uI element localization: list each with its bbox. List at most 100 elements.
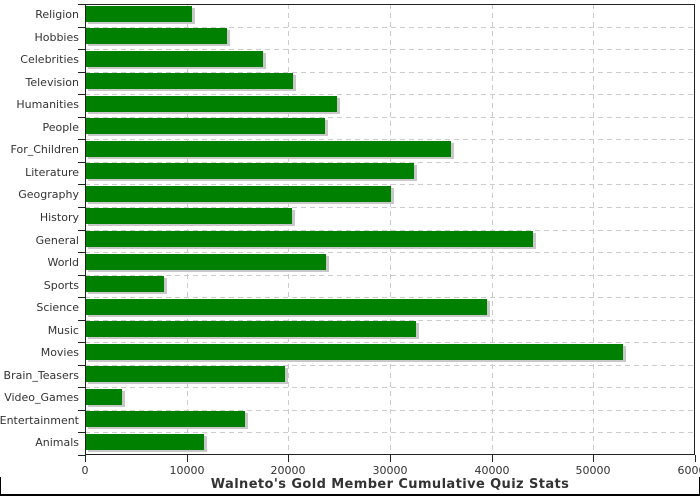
bar: [85, 366, 285, 383]
gridline-horizontal: [85, 230, 695, 231]
y-axis-tick: [78, 342, 85, 343]
bar: [85, 411, 245, 428]
y-axis-label: Television: [25, 76, 80, 89]
gridline-horizontal: [85, 72, 695, 73]
gridline-horizontal: [85, 275, 695, 276]
x-axis-tick: [85, 455, 86, 462]
y-axis-tick: [78, 365, 85, 366]
y-axis-tick: [78, 275, 85, 276]
x-axis-tick: [593, 455, 594, 462]
y-axis-label: Literature: [25, 166, 79, 179]
gridline-vertical: [390, 4, 391, 455]
y-axis-tick: [78, 162, 85, 163]
y-axis-tick: [78, 252, 85, 253]
bottom-border-line: [0, 494, 700, 496]
x-axis-tick: [695, 455, 696, 462]
y-axis-tick: [78, 455, 85, 456]
plot-area: [85, 4, 695, 455]
bar: [85, 118, 325, 135]
x-axis-tick-label: 30000: [372, 464, 408, 477]
gridline-horizontal: [85, 184, 695, 185]
gridline-horizontal: [85, 387, 695, 388]
x-axis-tick-label: 0: [81, 464, 89, 477]
bar: [85, 73, 293, 90]
y-axis-label: Video_Games: [4, 391, 79, 404]
y-axis-tick: [78, 4, 85, 5]
y-axis-label: General: [35, 234, 79, 247]
y-axis-tick: [78, 230, 85, 231]
y-axis-label: World: [47, 256, 79, 269]
x-axis-tick-label: 50000: [575, 464, 611, 477]
y-axis-label: Brain_Teasers: [3, 369, 79, 382]
bar: [85, 388, 122, 405]
y-axis-label: People: [42, 121, 79, 134]
y-axis-tick: [78, 297, 85, 298]
gridline-horizontal: [85, 27, 695, 28]
y-axis-tick: [78, 410, 85, 411]
bar: [85, 343, 623, 360]
gridline-horizontal: [85, 297, 695, 298]
gridline-vertical: [492, 4, 493, 455]
bar: [85, 163, 414, 180]
x-axis-tick-label: 60000: [677, 464, 700, 477]
bar: [85, 208, 292, 225]
y-axis-label: Humanities: [16, 98, 79, 111]
x-axis-tick: [288, 455, 289, 462]
gridline-horizontal: [85, 252, 695, 253]
bar: [85, 28, 227, 45]
y-axis-label: Animals: [35, 436, 79, 449]
y-axis-label: Religion: [35, 8, 79, 21]
y-axis-label: For_Children: [10, 143, 79, 156]
y-axis-tick: [78, 27, 85, 28]
bottom-left-notch: [0, 477, 1, 494]
y-axis-tick: [78, 72, 85, 73]
y-axis-tick: [78, 49, 85, 50]
x-axis-tick-label: 10000: [169, 464, 205, 477]
bar: [85, 95, 337, 112]
gridline-horizontal: [85, 342, 695, 343]
y-axis-label: Sports: [43, 279, 79, 292]
bar: [85, 276, 164, 293]
bar: [85, 185, 391, 202]
gridline-vertical: [593, 4, 594, 455]
bar: [85, 253, 326, 270]
y-axis-tick: [78, 139, 85, 140]
x-axis-tick: [187, 455, 188, 462]
gridline-horizontal: [85, 162, 695, 163]
y-axis-tick: [78, 320, 85, 321]
gridline-horizontal: [85, 139, 695, 140]
bar: [85, 433, 204, 450]
y-axis-label: History: [39, 211, 79, 224]
chart-title: Walneto's Gold Member Cumulative Quiz St…: [210, 477, 570, 492]
gridline-horizontal: [85, 365, 695, 366]
bar: [85, 50, 263, 67]
bar: [85, 321, 416, 338]
y-axis-tick: [78, 432, 85, 433]
gridline-vertical: [187, 4, 188, 455]
y-axis-label: Geography: [18, 188, 79, 201]
y-axis-tick: [78, 207, 85, 208]
y-axis-label: Hobbies: [34, 31, 79, 44]
gridline-horizontal: [85, 94, 695, 95]
gridline-horizontal: [85, 117, 695, 118]
gridline-horizontal: [85, 320, 695, 321]
bar: [85, 298, 487, 315]
y-axis-tick: [78, 184, 85, 185]
gridline-horizontal: [85, 49, 695, 50]
y-axis-label: Movies: [40, 346, 79, 359]
y-axis-label: Celebrities: [20, 53, 79, 66]
gridline-horizontal: [85, 207, 695, 208]
y-axis-tick: [78, 94, 85, 95]
y-axis-label: Science: [36, 301, 79, 314]
y-axis-tick: [78, 387, 85, 388]
y-axis-label: Entertainment: [0, 414, 79, 427]
gridline-horizontal: [85, 432, 695, 433]
bar: [85, 231, 533, 247]
gridline-horizontal: [85, 410, 695, 411]
y-axis-tick: [78, 117, 85, 118]
x-axis-tick: [492, 455, 493, 462]
gridline-vertical: [288, 4, 289, 455]
y-axis-label: Music: [47, 324, 79, 337]
bar: [85, 140, 451, 157]
